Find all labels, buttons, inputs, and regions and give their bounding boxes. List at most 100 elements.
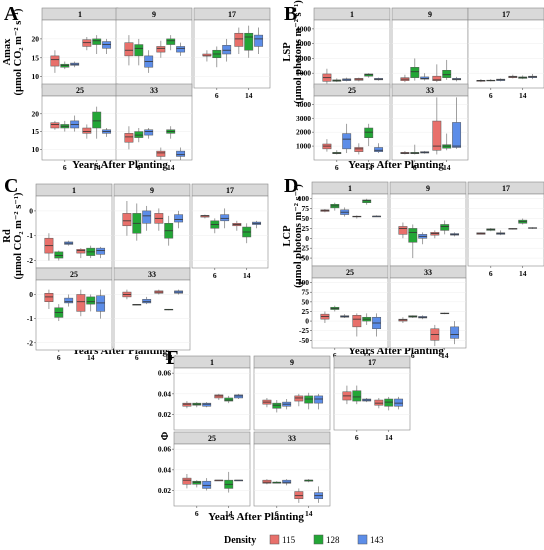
box — [384, 398, 394, 407]
box — [92, 111, 102, 129]
legend-swatch — [269, 534, 280, 545]
facet-33: 33 6 14 — [391, 83, 469, 172]
boxplot-128 — [272, 481, 282, 484]
boxplot-115 — [182, 401, 192, 409]
box — [82, 127, 92, 134]
facet-strip-label: 17 — [502, 184, 510, 193]
boxplot-143 — [496, 78, 506, 82]
boxplot-143 — [174, 210, 184, 229]
boxplot-115 — [342, 385, 352, 405]
y-tick-label: 0 — [305, 317, 309, 326]
box — [92, 38, 102, 45]
facet-25: 25 1000 2000 3000 4000 6 14 — [296, 83, 391, 172]
box — [224, 397, 234, 402]
box — [142, 299, 152, 304]
boxplot-128 — [442, 133, 452, 151]
boxplot-115 — [430, 324, 440, 347]
facet-33: 33 6 14 — [115, 83, 193, 172]
box — [342, 133, 352, 150]
boxplot-115 — [76, 248, 86, 259]
facet-strip-label: 33 — [426, 86, 434, 95]
box — [452, 122, 462, 148]
box — [262, 479, 272, 484]
facet-17: 17 6 14 — [193, 7, 271, 100]
y-tick-label: 50 — [302, 214, 310, 223]
boxplot-128 — [60, 120, 70, 132]
x-tick-label: 6 — [489, 269, 493, 278]
y-tick-label: 1000 — [296, 142, 311, 151]
y-tick-label: -1 — [27, 231, 33, 240]
y-tick-label: 0.02 — [158, 486, 171, 495]
boxplot-115 — [476, 79, 486, 83]
boxplot-143 — [234, 479, 244, 482]
box — [156, 150, 166, 157]
boxplot-128 — [192, 480, 202, 488]
boxplot-115 — [50, 120, 60, 130]
box — [64, 297, 74, 304]
boxplot-115 — [234, 27, 244, 54]
facet-plot-area — [173, 443, 251, 507]
box — [156, 46, 166, 53]
y-tick-label: 0.04 — [158, 389, 171, 398]
boxplot-143 — [418, 232, 428, 245]
x-tick-label: 14 — [385, 433, 393, 442]
boxplot-115 — [124, 126, 134, 150]
box — [234, 32, 244, 47]
box — [176, 150, 186, 157]
box — [374, 399, 384, 406]
facet-strip-label: 25 — [346, 268, 354, 277]
boxplot-128 — [384, 396, 394, 411]
y-tick-label: 0.04 — [158, 465, 171, 474]
panel-letter: B — [284, 3, 297, 25]
boxplot-115 — [122, 289, 132, 300]
boxplot-115 — [432, 64, 442, 83]
boxplot-128 — [330, 305, 340, 312]
box — [440, 224, 450, 231]
facet-9: 9 — [115, 7, 193, 89]
facet-33: 33 6 14 — [113, 267, 191, 362]
boxplot-128 — [364, 73, 374, 78]
boxplot-128 — [362, 198, 372, 205]
boxplot-143 — [70, 61, 80, 68]
facet-strip-label: 1 — [350, 10, 354, 19]
boxplot-115 — [508, 228, 518, 230]
boxplot-128 — [86, 245, 96, 259]
facet-strip-label: 9 — [290, 358, 294, 367]
x-tick-label: 14 — [93, 163, 101, 172]
y-axis-label: Rd(µmol CO₂ m⁻² s⁻¹) — [2, 192, 24, 279]
boxplot-143 — [372, 313, 382, 337]
boxplot-115 — [232, 220, 242, 231]
boxplot-115 — [354, 77, 364, 82]
y-tick-label: 100 — [298, 278, 310, 287]
x-axis-label: Years After Planting — [208, 511, 304, 523]
box — [96, 247, 106, 255]
box — [76, 249, 86, 254]
box — [124, 133, 134, 143]
x-tick-label: 14 — [519, 91, 527, 100]
facet-25: 25 10 15 20 6 14 — [32, 83, 119, 172]
y-axis-label-line: Rd — [2, 229, 13, 243]
boxplot-115 — [124, 35, 134, 66]
y-tick-label: 3000 — [296, 114, 311, 123]
y-tick-label: 0.02 — [158, 410, 171, 419]
y-axis-label-line: Φ — [160, 431, 171, 440]
facet-1: 1 -2 -1 0 — [27, 183, 113, 269]
y-tick-label: -2 — [27, 338, 33, 347]
box — [410, 67, 420, 78]
x-axis-label: Years After Planting — [72, 159, 168, 171]
boxplot-115 — [156, 147, 166, 160]
boxplot-115 — [214, 393, 224, 401]
boxplot-143 — [452, 76, 462, 82]
boxplot-143 — [340, 314, 350, 318]
x-tick-label: 6 — [275, 509, 279, 518]
boxplot-143 — [202, 478, 212, 491]
y-tick-label: 0 — [305, 234, 309, 243]
box — [54, 251, 64, 259]
facet-strip-label: 17 — [502, 10, 510, 19]
boxplot-115 — [400, 150, 410, 155]
facet-1: 1 0.02 0.04 0.06 — [158, 355, 251, 431]
facet-17: 17 6 14 — [333, 355, 411, 442]
boxplot-143 — [142, 205, 152, 231]
